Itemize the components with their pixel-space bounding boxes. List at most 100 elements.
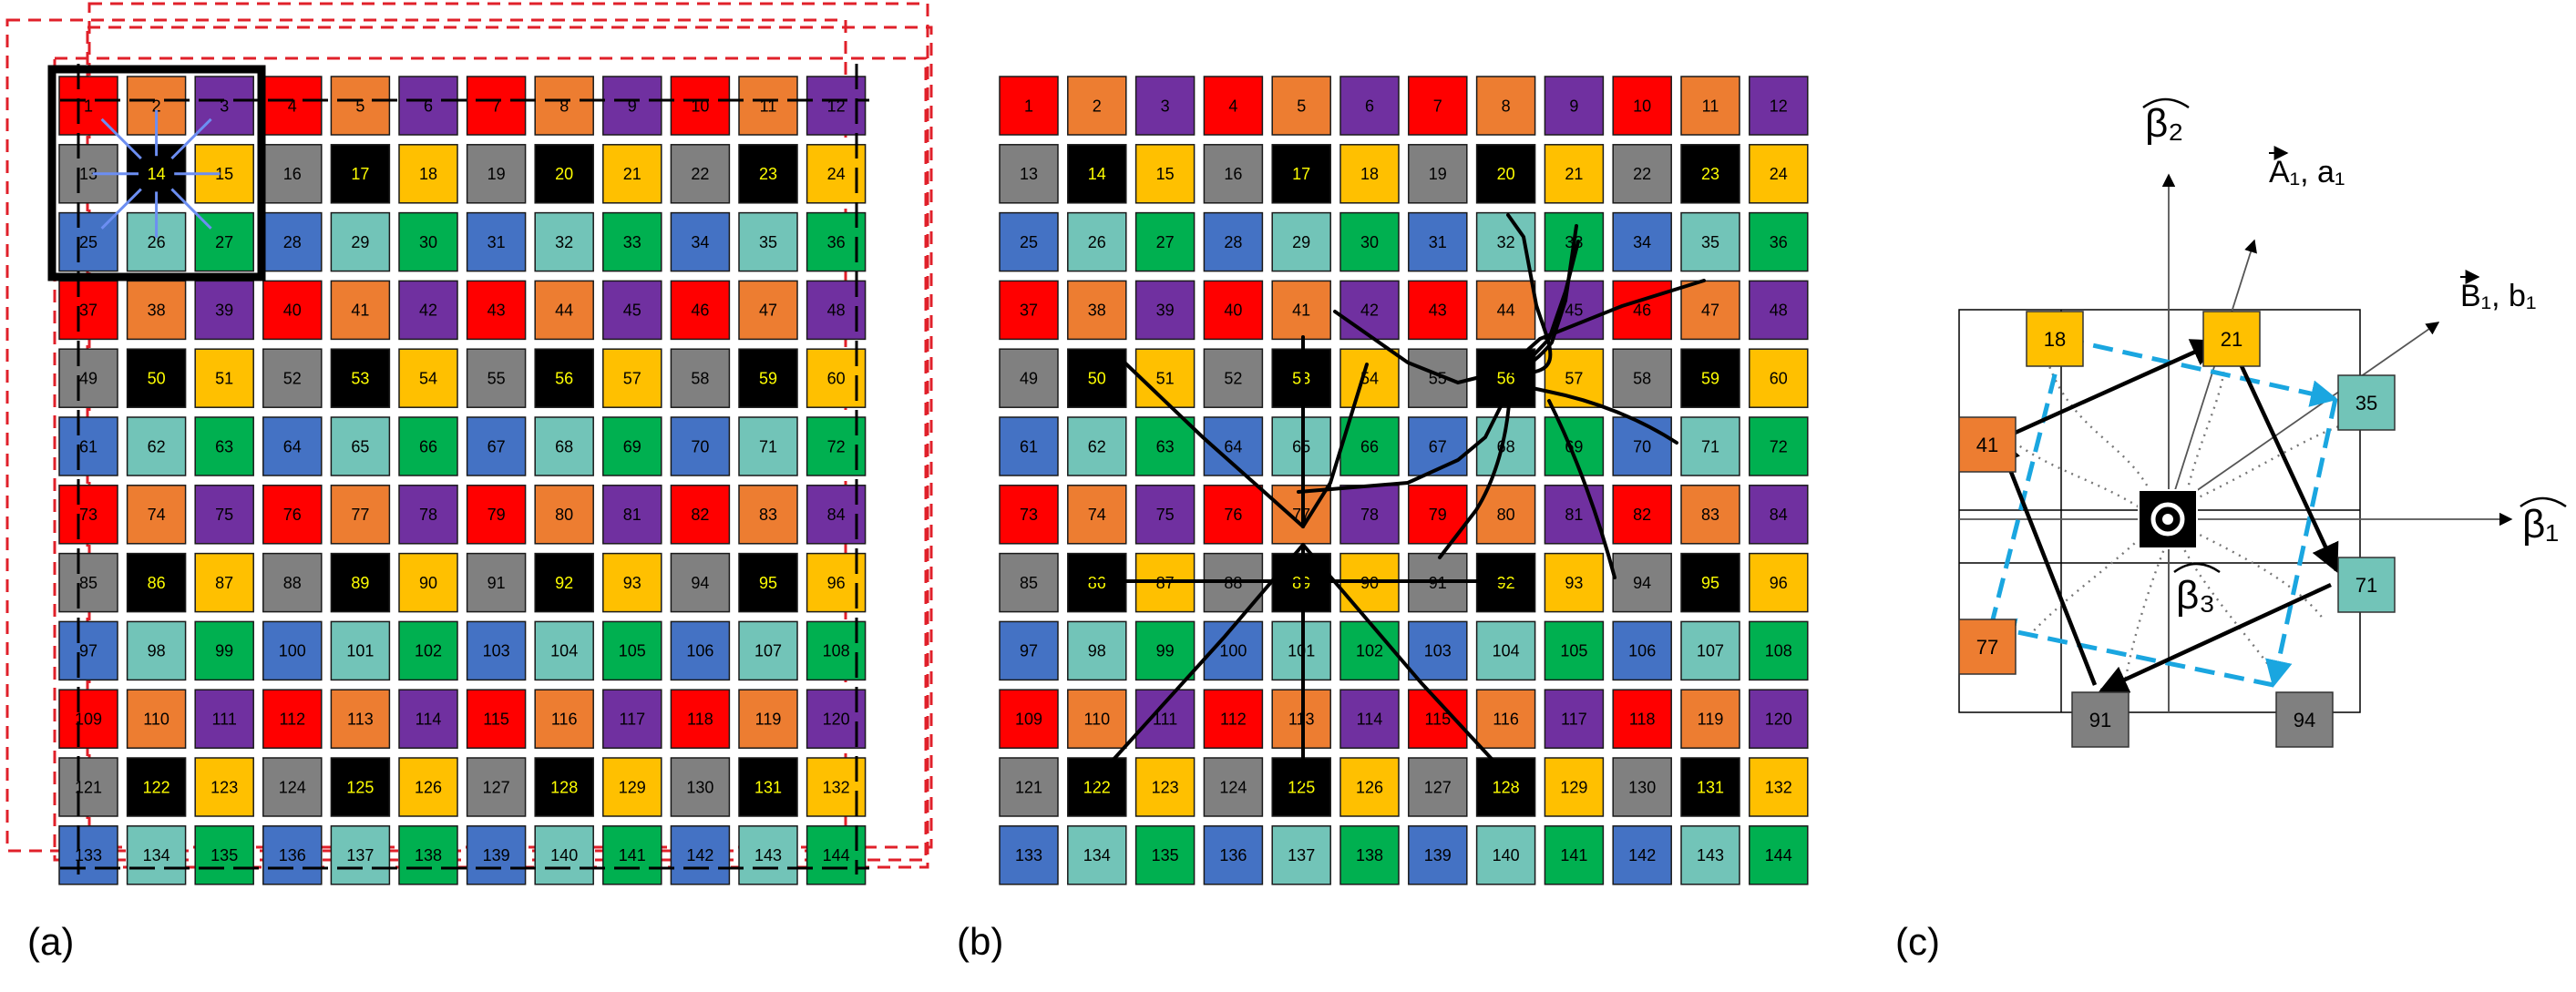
cell-number: 138 xyxy=(415,846,442,864)
site-nodes: 18 21 35 41 71 77 91 94 xyxy=(1958,311,2396,748)
cell-number: 73 xyxy=(79,506,97,524)
cell-number: 26 xyxy=(1088,233,1106,251)
cell-number: 46 xyxy=(691,302,709,320)
cell-number: 124 xyxy=(279,778,306,796)
lattice-cell: 121 xyxy=(58,757,118,817)
cell-number: 31 xyxy=(1429,233,1447,251)
cell-number: 103 xyxy=(483,642,510,660)
lattice-cell: 26 xyxy=(1067,211,1127,272)
lattice-cell: 106 xyxy=(1612,620,1672,681)
cell-number: 128 xyxy=(550,778,578,796)
cell-number: 107 xyxy=(1697,642,1724,660)
lattice-cell: 144 xyxy=(1749,825,1809,885)
panel-label-c: (c) xyxy=(1895,920,1940,963)
lattice-cell: 39 xyxy=(194,280,254,341)
lattice-cell: 110 xyxy=(1067,689,1127,749)
lattice-cell: 55 xyxy=(1408,348,1468,408)
lattice-cell: 16 xyxy=(262,144,323,204)
cell-number: 109 xyxy=(1015,711,1042,729)
cell-number: 25 xyxy=(1020,233,1038,251)
cell-number: 24 xyxy=(827,165,846,183)
cell-number: 27 xyxy=(215,233,233,251)
cell-number: 109 xyxy=(75,711,102,729)
lattice-cell: 33 xyxy=(602,211,662,272)
cell-number: 50 xyxy=(148,370,166,388)
cell-number: 14 xyxy=(1088,165,1106,183)
lattice-cell: 111 xyxy=(194,689,254,749)
cell-number: 36 xyxy=(827,233,846,251)
cell-number: 52 xyxy=(283,370,302,388)
lattice-cell: 141 xyxy=(602,825,662,885)
lattice-cell: 44 xyxy=(534,280,594,341)
cell-number: 42 xyxy=(419,302,437,320)
cell-number: 77 xyxy=(351,506,369,524)
connector-line xyxy=(100,118,142,160)
lattice-cell: 84 xyxy=(1749,485,1809,545)
lattice-cell: 23 xyxy=(738,144,798,204)
lattice-cell: 75 xyxy=(1134,485,1196,545)
lattice-cell: 124 xyxy=(1203,757,1264,817)
cell-number: 112 xyxy=(1220,711,1247,729)
cell-number: 120 xyxy=(1765,711,1792,729)
lattice-cell: 67 xyxy=(1408,416,1468,476)
cell-number: 104 xyxy=(550,642,578,660)
cell-number: 20 xyxy=(1497,165,1515,183)
lattice-cell: 86 xyxy=(126,552,187,613)
cell-number: 63 xyxy=(215,437,233,455)
cell-number: 10 xyxy=(1633,97,1651,115)
cell-number: 102 xyxy=(415,642,442,660)
lattice-cell: 114 xyxy=(398,689,458,749)
cell-number: 61 xyxy=(79,437,97,455)
lattice-cell: 117 xyxy=(602,689,662,749)
cell-number: 74 xyxy=(148,506,166,524)
lattice-cell: 66 xyxy=(398,416,458,476)
lattice-cell: 6 xyxy=(398,76,458,136)
lattice-cell: 58 xyxy=(1612,348,1672,408)
cell-number: 88 xyxy=(283,574,302,592)
cell-number: 123 xyxy=(210,778,238,796)
lattice-cell: 88 xyxy=(262,552,323,613)
cell-number: 38 xyxy=(1088,302,1106,320)
cell-number: 43 xyxy=(1429,302,1447,320)
cell-number: 71 xyxy=(1701,437,1719,455)
lattice-cell: 123 xyxy=(1134,757,1196,817)
cell-number: 107 xyxy=(754,642,782,660)
site-node-label: 91 xyxy=(2089,709,2111,731)
cell-number: 21 xyxy=(623,165,641,183)
lattice-cell: 40 xyxy=(1203,280,1264,341)
lattice-cell: 127 xyxy=(1408,757,1468,817)
cell-number: 140 xyxy=(550,846,578,864)
lattice-cell: 50 xyxy=(126,348,187,408)
lattice-cell: 69 xyxy=(602,416,662,476)
cell-number: 114 xyxy=(1357,711,1383,729)
cell-number: 81 xyxy=(1565,506,1583,524)
lattice-cell: 34 xyxy=(1612,211,1672,272)
cell-number: 7 xyxy=(1433,97,1442,115)
cell-number: 106 xyxy=(686,642,713,660)
cell-number: 110 xyxy=(143,711,169,729)
lattice-cell: 9 xyxy=(1544,76,1605,136)
cell-number: 99 xyxy=(1156,642,1175,660)
cell-number: 3 xyxy=(220,97,229,115)
cell-number: 59 xyxy=(1701,370,1719,388)
lattice-cell: 98 xyxy=(126,620,187,681)
lattice-cell: 92 xyxy=(534,552,594,613)
cell-number: 60 xyxy=(1770,370,1788,388)
cell-number: 63 xyxy=(1156,437,1175,455)
cell-number: 115 xyxy=(1424,711,1451,729)
neighborhood-frame xyxy=(47,65,266,281)
cell-number: 98 xyxy=(148,642,166,660)
cell-number: 123 xyxy=(1152,778,1179,796)
lattice-cell: 74 xyxy=(1067,485,1127,545)
cell-number: 95 xyxy=(1701,574,1719,592)
cell-number: 25 xyxy=(79,233,97,251)
cell-number: 48 xyxy=(1770,302,1788,320)
cell-number: 59 xyxy=(759,370,777,388)
lattice-cell: 46 xyxy=(670,280,731,341)
cell-number: 22 xyxy=(691,165,709,183)
site-node-label: 21 xyxy=(2221,328,2242,351)
vector-label-b: B₁, b₁ xyxy=(2460,279,2536,313)
cell-number: 83 xyxy=(759,506,777,524)
